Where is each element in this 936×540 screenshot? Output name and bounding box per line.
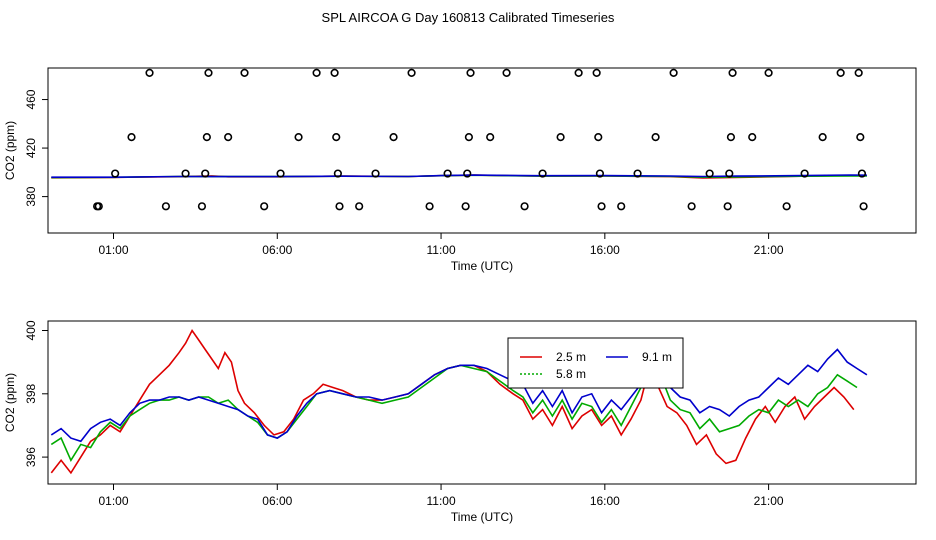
legend-label: 2.5 m	[556, 350, 586, 364]
x-tick-label: 11:00	[426, 243, 455, 257]
calibration-point	[240, 68, 249, 77]
calibration-point	[592, 68, 601, 77]
legend: 2.5 m 5.8 m 9.1 m	[507, 337, 684, 389]
calibration-point	[856, 133, 865, 142]
calibration-point	[574, 68, 583, 77]
y-tick-label: 398	[24, 383, 38, 403]
calibration-point	[161, 202, 171, 211]
calibration-point	[857, 169, 867, 178]
calibration-point	[836, 68, 845, 77]
calibration-point	[94, 202, 103, 211]
calibration-point	[520, 202, 529, 211]
series-line-2-5-m	[50, 328, 855, 475]
calibration-point	[818, 133, 827, 142]
calibration-point	[335, 202, 344, 211]
calibration-point	[355, 202, 364, 211]
calibration-point	[782, 202, 791, 211]
x-axis-label: Time (UTC)	[451, 259, 513, 273]
x-tick-label: 01:00	[98, 494, 128, 508]
x-tick-label: 06:00	[262, 243, 292, 257]
calibration-point	[332, 133, 341, 142]
calibration-point	[764, 68, 773, 77]
calibration-point	[389, 133, 398, 142]
x-tick-label: 16:00	[590, 243, 620, 257]
series-group	[51, 174, 867, 179]
calibration-point	[425, 202, 434, 211]
chart-title: SPL AIRCOA G Day 160813 Calibrated Times…	[322, 10, 615, 25]
calibration-point	[463, 169, 472, 178]
calibration-point	[197, 202, 207, 211]
calibration-point	[333, 169, 342, 178]
calibration-point	[145, 68, 154, 77]
calibration-point	[464, 133, 473, 142]
series-group	[50, 328, 868, 475]
calibration-point	[502, 68, 511, 77]
calibration-point	[597, 202, 606, 211]
calibration-point	[202, 133, 211, 142]
calibration-point	[407, 68, 416, 77]
calibration-point	[669, 68, 678, 77]
y-tick-label: 380	[24, 186, 38, 206]
calibration-point	[312, 68, 321, 77]
calibration-point	[651, 133, 660, 142]
plot-frame	[47, 67, 917, 234]
calibration-point	[111, 169, 120, 178]
calibration-point	[617, 202, 626, 211]
calibration-points	[93, 68, 868, 211]
calibration-point	[127, 133, 136, 142]
panel-1: 01:00 06:00 11:00 16:00 21:00 380 420 460 Time (…	[3, 67, 917, 273]
calibration-point	[538, 169, 547, 178]
x-tick-label: 06:00	[262, 494, 292, 508]
calibration-point	[466, 68, 475, 77]
legend-label: 5.8 m	[556, 367, 586, 381]
y-tick-label: 396	[24, 447, 38, 467]
series-line-9-1-m	[51, 174, 867, 178]
calibration-point	[748, 133, 757, 142]
panel-2: 01:00 06:00 11:00 16:00 21:00 396 398 400 Time (…	[3, 320, 917, 524]
calibration-point	[800, 169, 809, 178]
calibration-point	[181, 169, 190, 178]
calibration-point	[204, 68, 213, 77]
x-tick-label: 21:00	[754, 494, 784, 508]
calibration-point	[723, 202, 732, 211]
legend-label: 9.1 m	[642, 350, 672, 364]
calibration-point	[725, 169, 734, 178]
x-tick-label: 01:00	[98, 243, 128, 257]
calibration-point	[859, 202, 868, 211]
calibration-point	[705, 169, 714, 178]
calibration-point	[556, 133, 565, 142]
calibration-point	[594, 133, 603, 142]
y-axis-label: CO2 (ppm)	[3, 121, 17, 180]
calibration-point	[260, 202, 269, 211]
x-tick-label: 11:00	[426, 494, 455, 508]
y-tick-label: 460	[24, 89, 38, 109]
calibration-point	[687, 202, 696, 211]
plot-frame	[47, 320, 917, 485]
legend-box	[507, 337, 684, 389]
calibration-point	[728, 68, 737, 77]
x-tick-label: 21:00	[754, 243, 784, 257]
calibration-point	[294, 133, 303, 142]
calibration-point	[371, 169, 380, 178]
y-axis-label: CO2 (ppm)	[3, 373, 17, 432]
calibration-point	[595, 169, 605, 178]
y-tick-label: 400	[24, 320, 38, 340]
calibration-point	[854, 68, 863, 77]
calibration-point	[726, 133, 736, 142]
y-tick-label: 420	[24, 138, 38, 158]
calibration-point	[443, 169, 452, 178]
calibration-point	[224, 133, 233, 142]
calibration-point	[486, 133, 495, 142]
calibration-point	[201, 169, 210, 178]
x-tick-label: 16:00	[590, 494, 620, 508]
calibration-point	[461, 202, 470, 211]
calibration-point	[633, 169, 642, 178]
calibration-point	[276, 169, 285, 178]
calibration-point	[330, 68, 339, 77]
series-line-9-1-m	[50, 348, 868, 443]
x-axis-label: Time (UTC)	[451, 510, 513, 524]
